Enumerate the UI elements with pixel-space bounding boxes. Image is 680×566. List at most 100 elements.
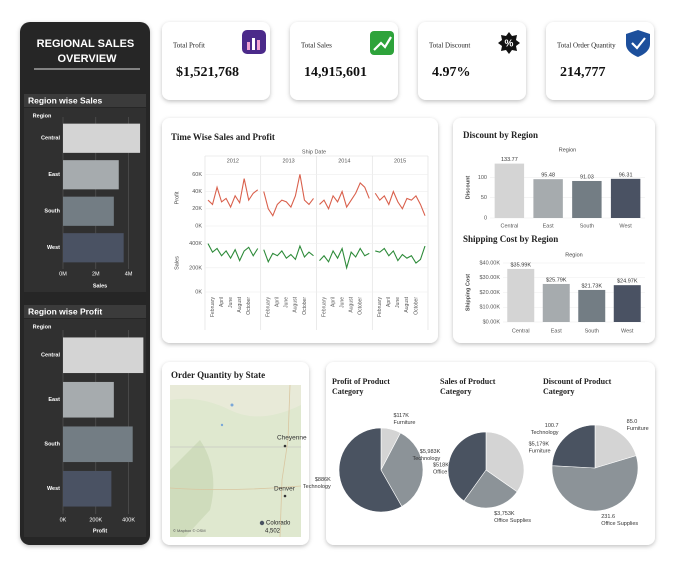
icon-check [631, 37, 646, 50]
x-tick-label: June [339, 297, 345, 308]
bar [613, 285, 641, 322]
data-label: 231.6 [601, 514, 615, 520]
discount-icon [498, 32, 520, 54]
data-label: $5,179K [529, 441, 550, 447]
y-tick-label: West [47, 245, 60, 251]
facet-label: 2015 [394, 158, 406, 164]
axis-title: Sales [93, 283, 107, 289]
data-label: $886K [315, 477, 331, 483]
y-tick-label: 20K [192, 206, 202, 212]
line-series [374, 190, 426, 216]
slice-label: Furniture [529, 448, 551, 454]
x-tick-label: April [275, 297, 281, 307]
data-label: 95.48 [541, 173, 555, 179]
y-tick-label: East [48, 397, 60, 403]
axis-title: Sales [174, 256, 180, 270]
slice-label: Furniture [627, 426, 649, 432]
data-label: $35.99K [511, 262, 532, 268]
state-value: 4,502 [265, 529, 281, 535]
x-tick-label: East [551, 328, 562, 334]
pie-slice [594, 424, 637, 469]
y-tick-label: 0 [484, 215, 487, 221]
axis-title: Shipping Cost [465, 274, 471, 311]
y-tick-label: 0K [195, 223, 202, 229]
chart-title: Discount by Region [463, 130, 538, 140]
x-tick-label: 2M [92, 271, 100, 277]
x-tick-label: April [219, 297, 225, 307]
card [162, 118, 438, 343]
x-tick-label: Central [501, 223, 519, 229]
x-tick-label: June [395, 297, 401, 308]
y-tick-label: 400K [189, 241, 202, 247]
x-tick-label: 400K [122, 517, 135, 523]
chart-title: Discount of Product Category [543, 377, 613, 396]
bar [533, 179, 563, 218]
bar [507, 268, 535, 322]
icon-bar [247, 42, 250, 50]
bar [63, 123, 141, 153]
bar [63, 233, 124, 263]
data-label: $518K [433, 463, 449, 469]
lake [220, 423, 224, 427]
x-tick-label: June [228, 297, 234, 308]
map-attribution: © Mapbox © OSM [173, 528, 206, 533]
y-tick-label: 0K [195, 289, 202, 295]
pie-slice [447, 431, 487, 502]
line-series [263, 244, 314, 264]
slice-label: Office Supplies [494, 518, 531, 524]
icon-glyph: % [505, 39, 514, 50]
x-tick-label: 4M [125, 271, 133, 277]
data-label: 96.31 [619, 172, 633, 178]
data-label: $21.73K [582, 283, 603, 289]
data-label: $117K [393, 413, 409, 419]
pie-slice [551, 424, 596, 469]
bar [572, 180, 602, 218]
pie-slice [485, 431, 525, 493]
data-label: $25.79K [546, 277, 567, 283]
chart-title: Order Quantity by State [171, 370, 265, 380]
pie-slice [338, 427, 403, 513]
y-tick-label: Central [41, 353, 60, 359]
x-tick-label: August [237, 296, 243, 312]
icon-arrow [373, 36, 392, 51]
kpi-value: 214,777 [560, 65, 606, 80]
bar [63, 381, 114, 418]
dashboard-title: REGIONAL SALES OVERVIEW [37, 38, 138, 65]
x-tick-label: August [348, 296, 354, 312]
x-tick-label: East [543, 223, 554, 229]
x-tick-label: February [377, 297, 383, 318]
kpi-label: Total Sales [301, 42, 332, 50]
bar [610, 178, 641, 218]
road [279, 384, 291, 538]
bar [542, 283, 570, 322]
kpi-label: Total Order Quantity [557, 42, 616, 50]
y-tick-label: South [44, 442, 60, 448]
y-tick-label: 100 [478, 175, 487, 181]
y-tick-label: Central [41, 136, 60, 142]
kpi-value: 4.97% [432, 65, 471, 80]
pie-slice [551, 455, 639, 512]
y-tick-label: 200K [189, 265, 202, 271]
kpi-cards: % [162, 22, 654, 100]
kpi-value: 14,915,601 [304, 65, 367, 80]
y-tick-label: $0.00K [483, 319, 501, 325]
x-tick-label: October [246, 297, 252, 315]
section-title: Region wise Profit [28, 306, 102, 316]
kpi-label: Total Discount [429, 42, 470, 50]
x-tick-label: February [321, 297, 327, 318]
data-label: 100.7 [545, 423, 559, 429]
y-tick-label: $10.00K [480, 305, 501, 311]
x-tick-label: February [210, 297, 216, 318]
state-marker [259, 520, 265, 526]
x-tick-label: April [330, 297, 336, 307]
facet-header: Ship Date [302, 149, 326, 155]
x-tick-label: October [358, 297, 364, 315]
data-label: $3,753K [494, 511, 515, 517]
bar [63, 160, 119, 190]
place-label: Cheyenne [277, 435, 307, 442]
map-terrain [170, 440, 214, 537]
lake [230, 403, 234, 407]
city-dot [283, 444, 287, 448]
section-title: Region wise Sales [28, 95, 102, 105]
